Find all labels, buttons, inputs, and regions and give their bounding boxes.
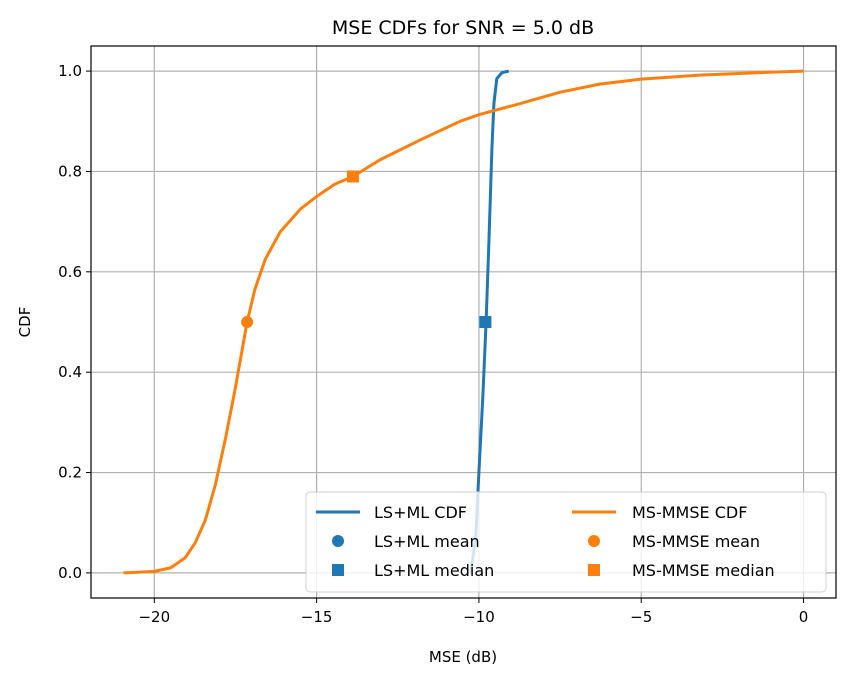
chart-title: MSE CDFs for SNR = 5.0 dB [332, 17, 594, 39]
y-tick-label: 0.4 [58, 363, 82, 381]
y-tick-label: 0.0 [58, 564, 82, 582]
y-tick-label: 0.6 [58, 263, 82, 281]
marker-ls-ml-median [479, 316, 492, 328]
legend-label: MS-MMSE mean [632, 532, 760, 551]
x-tick-label: −20 [138, 608, 170, 626]
marker-ms-mmse-mean [241, 316, 254, 328]
plot-frame [90, 45, 837, 599]
ticks: −20 −15 −10 −5 0 0.0 0.2 0.4 0.6 0.8 1.0 [58, 62, 808, 626]
marker-ms-mmse-median [346, 170, 359, 183]
legend-box [305, 491, 827, 593]
legend-label: LS+ML mean [374, 532, 480, 551]
legend-label: LS+ML median [374, 561, 494, 580]
legend-label: MS-MMSE CDF [632, 503, 747, 522]
legend-marker-swatch [588, 535, 600, 547]
series-line-ms-mmse-cdf [123, 69, 804, 575]
x-axis-label: MSE (dB) [429, 648, 497, 666]
y-axis-label: CDF [16, 307, 34, 338]
x-tick-label: 0 [799, 608, 809, 626]
legend-label: MS-MMSE median [632, 561, 775, 580]
x-tick-label: −5 [630, 608, 652, 626]
x-tick-label: −15 [301, 608, 333, 626]
legend: LS+ML CDF MS-MMSE CDF LS+ML mean MS-MMSE me… [305, 491, 827, 593]
y-tick-label: 0.8 [58, 162, 82, 180]
legend-label: LS+ML CDF [374, 503, 467, 522]
y-tick-label: 0.2 [58, 464, 82, 482]
y-tick-label: 1.0 [58, 62, 82, 80]
legend-marker-swatch [588, 564, 600, 576]
legend-marker-swatch [332, 535, 344, 547]
legend-marker-swatch [332, 564, 344, 576]
x-tick-label: −10 [463, 608, 495, 626]
